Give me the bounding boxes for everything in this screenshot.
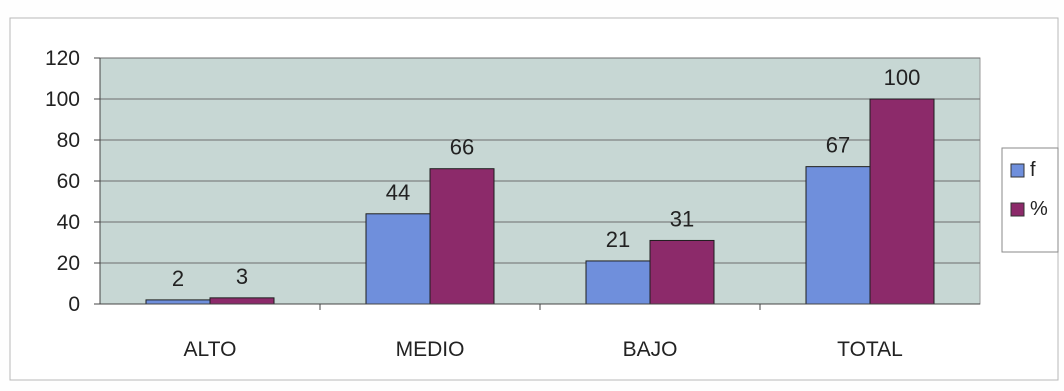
axes: 0 20 40 60 80 100 120 ALTO MEDIO BAJO TOTAL [45,47,980,361]
x-tick-label: MEDIO [396,338,465,361]
bar-percent [429,168,495,305]
legend-label-f: f [1030,159,1036,181]
data-label: 66 [450,135,474,160]
y-tick-label: 60 [57,170,80,193]
x-tick-label: BAJO [623,338,678,361]
bar-f [805,166,871,305]
data-label: 3 [236,264,248,289]
y-tick-label: 40 [57,211,80,234]
y-tick-label: 120 [45,47,80,70]
data-label: 31 [670,206,694,231]
data-labels: 2 3 44 66 21 31 67 100 [172,65,920,291]
y-tick-label: 0 [68,293,80,316]
y-tick-label: 80 [57,129,80,152]
data-label: 67 [826,133,850,158]
bar-percent [649,239,715,305]
data-label: 100 [884,65,921,90]
legend-label-percent: % [1030,198,1048,220]
bar-f [365,213,431,305]
data-label: 2 [172,266,184,291]
legend: f % [1001,147,1059,253]
bar-f [585,260,651,305]
data-label: 44 [386,180,410,205]
bars [145,98,935,305]
bar-percent [869,98,935,305]
y-tick-label: 20 [57,252,80,275]
y-tick-label: 100 [45,88,80,111]
bar-f [145,299,211,305]
grid-lines [100,57,980,264]
bar-percent [209,297,275,305]
data-label: 21 [606,227,630,252]
x-tick-label: ALTO [184,338,237,361]
x-tick-label: TOTAL [837,338,903,361]
legend-swatch-percent [1010,202,1025,217]
legend-swatch-f [1010,163,1025,178]
